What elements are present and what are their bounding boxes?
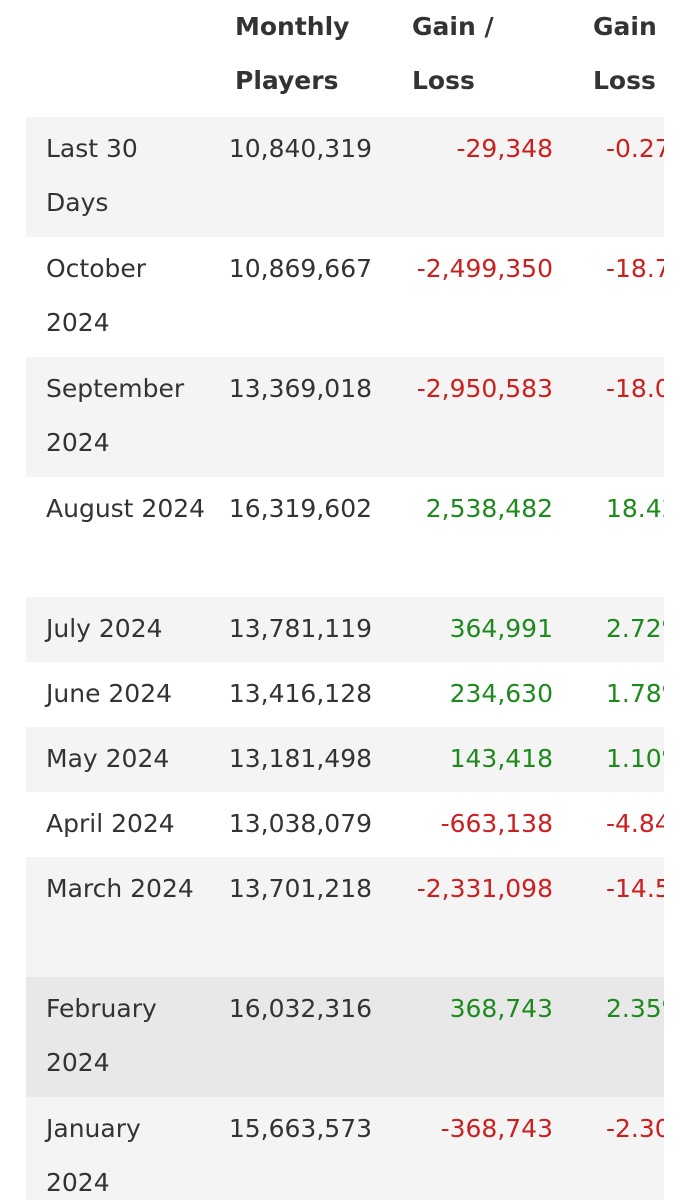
table-row: March 2024 13,701,218 -2,331,098 -14.54%: [26, 857, 664, 977]
table-row: May 2024 13,181,498 143,418 1.10%: [26, 727, 664, 792]
table-row: February 2024 16,032,316 368,743 2.35%: [26, 977, 664, 1097]
header-monthly-players-line1: Monthly: [235, 12, 350, 41]
row-month: March 2024: [46, 874, 194, 903]
table-row: September 2024 13,369,018 -2,950,583 -18.08…: [26, 357, 664, 477]
row-gain-loss: 234,630: [449, 679, 553, 708]
row-gain-loss-percent: 1.10%: [606, 744, 664, 773]
header-gain-loss-line2: Loss: [412, 66, 475, 95]
table-row: January 2024 15,663,573 -368,743 -2.30%: [26, 1097, 664, 1200]
row-gain-loss-percent: -14.54%: [606, 874, 664, 903]
row-gain-loss-percent: 18.42%: [606, 494, 664, 523]
row-gain-loss-percent: -2.30%: [606, 1114, 664, 1143]
row-gain-loss-percent: -0.27%: [606, 134, 664, 163]
row-gain-loss: -2,950,583: [416, 374, 553, 403]
row-monthly-players: 10,869,667: [228, 254, 372, 283]
row-monthly-players: 16,319,602: [228, 494, 372, 523]
row-gain-loss: -2,499,350: [416, 254, 553, 283]
row-gain-loss-percent: 2.72%: [606, 614, 664, 643]
header-gain-loss-percent-line1: Gain /: [593, 12, 664, 41]
row-month: August 2024: [46, 494, 206, 523]
row-gain-loss: -368,743: [440, 1114, 553, 1143]
table-row: July 2024 13,781,119 364,991 2.72%: [26, 597, 664, 662]
row-month: October 2024: [46, 254, 147, 337]
row-gain-loss-percent: -4.84%: [606, 809, 664, 838]
header-monthly-players-line2: Players: [235, 66, 339, 95]
table-row: August 2024 16,319,602 2,538,482 18.42%: [26, 477, 664, 597]
row-monthly-players: 10,840,319: [228, 134, 372, 163]
row-month: May 2024: [46, 744, 170, 773]
header-gain-loss-percent-line2: Loss %: [593, 66, 664, 95]
row-gain-loss: 2,538,482: [425, 494, 553, 523]
row-month: January 2024: [46, 1114, 141, 1197]
row-monthly-players: 16,032,316: [228, 994, 372, 1023]
row-gain-loss: -2,331,098: [416, 874, 553, 903]
row-month: September 2024: [46, 374, 185, 457]
row-gain-loss-percent: -18.70%: [606, 254, 664, 283]
row-monthly-players: 13,701,218: [228, 874, 372, 903]
row-gain-loss-percent: 2.35%: [606, 994, 664, 1023]
header-monthly-players[interactable]: Monthly Players: [235, 0, 349, 108]
row-monthly-players: 13,781,119: [228, 614, 372, 643]
table-row: June 2024 13,416,128 234,630 1.78%: [26, 662, 664, 727]
row-month: Last 30 Days: [46, 134, 138, 217]
table-row: April 2024 13,038,079 -663,138 -4.84%: [26, 792, 664, 857]
header-gain-loss-line1: Gain /: [412, 12, 494, 41]
row-gain-loss: 368,743: [449, 994, 553, 1023]
row-monthly-players: 13,181,498: [228, 744, 372, 773]
row-month: July 2024: [46, 614, 163, 643]
row-monthly-players: 13,416,128: [228, 679, 372, 708]
table-row: Last 30 Days 10,840,319 -29,348 -0.27%: [26, 117, 664, 237]
row-monthly-players: 13,369,018: [228, 374, 372, 403]
row-gain-loss: 364,991: [449, 614, 553, 643]
table-row: October 2024 10,869,667 -2,499,350 -18.70%: [26, 237, 664, 357]
row-gain-loss: -663,138: [440, 809, 553, 838]
header-gain-loss[interactable]: Gain / Loss: [412, 0, 494, 108]
player-stats-table: Monthly Players Gain / Loss Gain / Loss …: [26, 0, 664, 1200]
table-header: Monthly Players Gain / Loss Gain / Loss …: [26, 0, 664, 117]
row-month: April 2024: [46, 809, 175, 838]
row-month: February 2024: [46, 994, 157, 1077]
row-monthly-players: 15,663,573: [228, 1114, 372, 1143]
row-gain-loss: -29,348: [456, 134, 554, 163]
row-gain-loss: 143,418: [449, 744, 553, 773]
table-body: Last 30 Days 10,840,319 -29,348 -0.27% Octob…: [26, 117, 664, 1200]
row-gain-loss-percent: 1.78%: [606, 679, 664, 708]
row-monthly-players: 13,038,079: [228, 809, 372, 838]
row-gain-loss-percent: -18.08%: [606, 374, 664, 403]
row-month: June 2024: [46, 679, 173, 708]
header-gain-loss-percent[interactable]: Gain / Loss %: [593, 0, 664, 108]
